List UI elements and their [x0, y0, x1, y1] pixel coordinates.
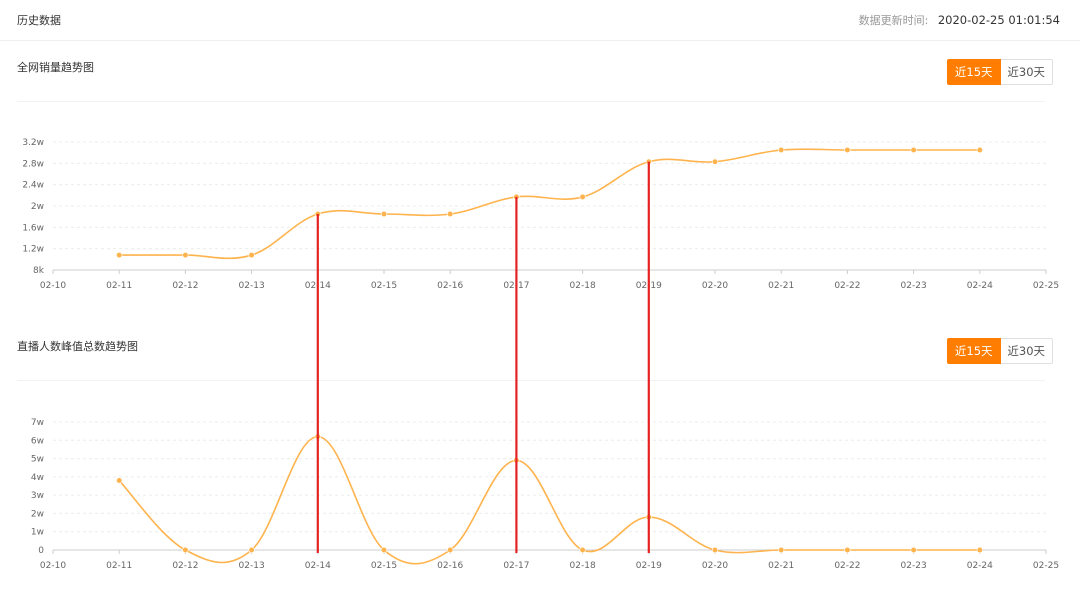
y-tick-label: 2w: [31, 202, 44, 212]
data-point[interactable]: [645, 158, 652, 165]
x-tick-label: 02-12: [172, 561, 198, 571]
x-tick-label: 02-16: [437, 281, 463, 291]
x-tick-label: 02-22: [834, 281, 860, 291]
data-point[interactable]: [711, 546, 719, 554]
sales-range-toggle: 近15天 近30天: [947, 59, 1053, 85]
x-tick-label: 02-18: [570, 281, 596, 291]
header: 历史数据 数据更新时间: 2020-02-25 01:01:54: [0, 0, 1080, 41]
y-tick-label: 4w: [31, 473, 44, 483]
x-tick-label: 02-11: [106, 281, 132, 291]
data-point[interactable]: [711, 158, 719, 165]
data-point[interactable]: [844, 546, 851, 554]
data-point[interactable]: [248, 546, 255, 554]
x-tick-label: 02-20: [702, 561, 728, 571]
data-point[interactable]: [116, 477, 123, 484]
data-point[interactable]: [447, 546, 454, 554]
y-tick-label: 2.4w: [22, 181, 44, 191]
viewers-chart-title: 直播人数峰值总数趋势图: [17, 340, 138, 353]
data-point[interactable]: [182, 546, 189, 554]
sales-range-30d-button[interactable]: 近30天: [1000, 59, 1053, 85]
data-point[interactable]: [447, 210, 454, 218]
data-point[interactable]: [579, 193, 586, 201]
x-tick-label: 02-23: [901, 561, 927, 571]
data-point[interactable]: [248, 251, 255, 259]
data-point[interactable]: [910, 146, 917, 154]
x-tick-label: 02-13: [239, 561, 265, 571]
x-tick-label: 02-25: [1033, 281, 1059, 291]
x-tick-label: 02-17: [503, 281, 529, 291]
x-tick-label: 02-23: [901, 281, 927, 291]
data-point[interactable]: [513, 457, 520, 464]
data-point[interactable]: [844, 146, 851, 154]
y-tick-label: 5w: [31, 455, 44, 465]
y-tick-label: 0: [38, 546, 44, 556]
data-point[interactable]: [513, 193, 520, 201]
x-tick-label: 02-22: [834, 561, 860, 571]
x-tick-label: 02-14: [305, 281, 331, 291]
y-tick-label: 2.8w: [22, 159, 44, 169]
data-point[interactable]: [976, 546, 983, 554]
y-tick-label: 1w: [31, 528, 44, 538]
x-tick-label: 02-19: [636, 561, 662, 571]
update-label: 数据更新时间:: [858, 14, 929, 27]
data-point[interactable]: [645, 513, 652, 521]
viewer-peak-trend-chart: 0 1w 2w 3w 4w 5w 6w 7w 02-10 02-11 02-12 02-13 02-14…: [31, 418, 1059, 571]
x-tick-label: 02-14: [305, 561, 331, 571]
y-tick-label: 7w: [31, 418, 44, 428]
x-tick-label: 02-12: [172, 281, 198, 291]
data-point[interactable]: [116, 251, 123, 259]
viewers-divider: [17, 380, 1045, 381]
series-line: [118, 435, 980, 565]
y-tick-label: 2w: [31, 509, 44, 519]
data-point[interactable]: [910, 546, 917, 554]
data-point[interactable]: [314, 433, 321, 440]
data-point[interactable]: [778, 546, 785, 554]
x-tick-label: 02-10: [40, 281, 66, 291]
y-tick-label: 6w: [31, 436, 44, 446]
x-tick-label: 02-24: [967, 281, 993, 291]
y-tick-label: 1.2w: [22, 245, 44, 255]
data-point[interactable]: [314, 210, 321, 218]
update-info: 数据更新时间: 2020-02-25 01:01:54: [859, 12, 1060, 28]
x-tick-label: 02-11: [106, 561, 132, 571]
viewers-range-30d-button[interactable]: 近30天: [1000, 338, 1053, 364]
x-tick-label: 02-21: [768, 281, 794, 291]
data-point[interactable]: [976, 146, 983, 154]
x-tick-label: 02-15: [371, 561, 397, 571]
x-tick-label: 02-24: [967, 561, 993, 571]
data-point[interactable]: [778, 146, 785, 154]
update-time: 2020-02-25 01:01:54: [937, 13, 1060, 27]
x-tick-label: 02-21: [768, 561, 794, 571]
sales-trend-chart: 8k 1.2w 1.6w 2w 2.4w 2.8w 3.2w 02-10 02-11 02-12 0…: [22, 138, 1059, 291]
x-tick-label: 02-15: [371, 281, 397, 291]
y-tick-label: 8k: [33, 266, 45, 276]
y-tick-label: 1.6w: [22, 223, 44, 233]
x-tick-label: 02-20: [702, 281, 728, 291]
x-tick-label: 02-19: [636, 281, 662, 291]
viewers-range-15d-button[interactable]: 近15天: [947, 338, 1001, 364]
x-tick-label: 02-25: [1033, 561, 1059, 571]
sales-range-15d-button[interactable]: 近15天: [947, 59, 1001, 85]
page-title: 历史数据: [17, 14, 61, 27]
y-tick-label: 3w: [31, 491, 44, 501]
data-point[interactable]: [182, 251, 189, 259]
series-line: [119, 148, 980, 260]
viewers-range-toggle: 近15天 近30天: [947, 338, 1053, 364]
sales-divider: [17, 101, 1045, 102]
x-tick-label: 02-13: [239, 281, 265, 291]
sales-chart-title: 全网销量趋势图: [17, 61, 94, 74]
data-point[interactable]: [579, 546, 586, 554]
data-point[interactable]: [380, 546, 388, 554]
x-tick-label: 02-18: [570, 561, 596, 571]
data-point[interactable]: [380, 210, 388, 218]
x-tick-label: 02-10: [40, 561, 66, 571]
x-tick-label: 02-17: [503, 561, 529, 571]
x-tick-label: 02-16: [437, 561, 463, 571]
y-tick-label: 3.2w: [22, 138, 44, 148]
